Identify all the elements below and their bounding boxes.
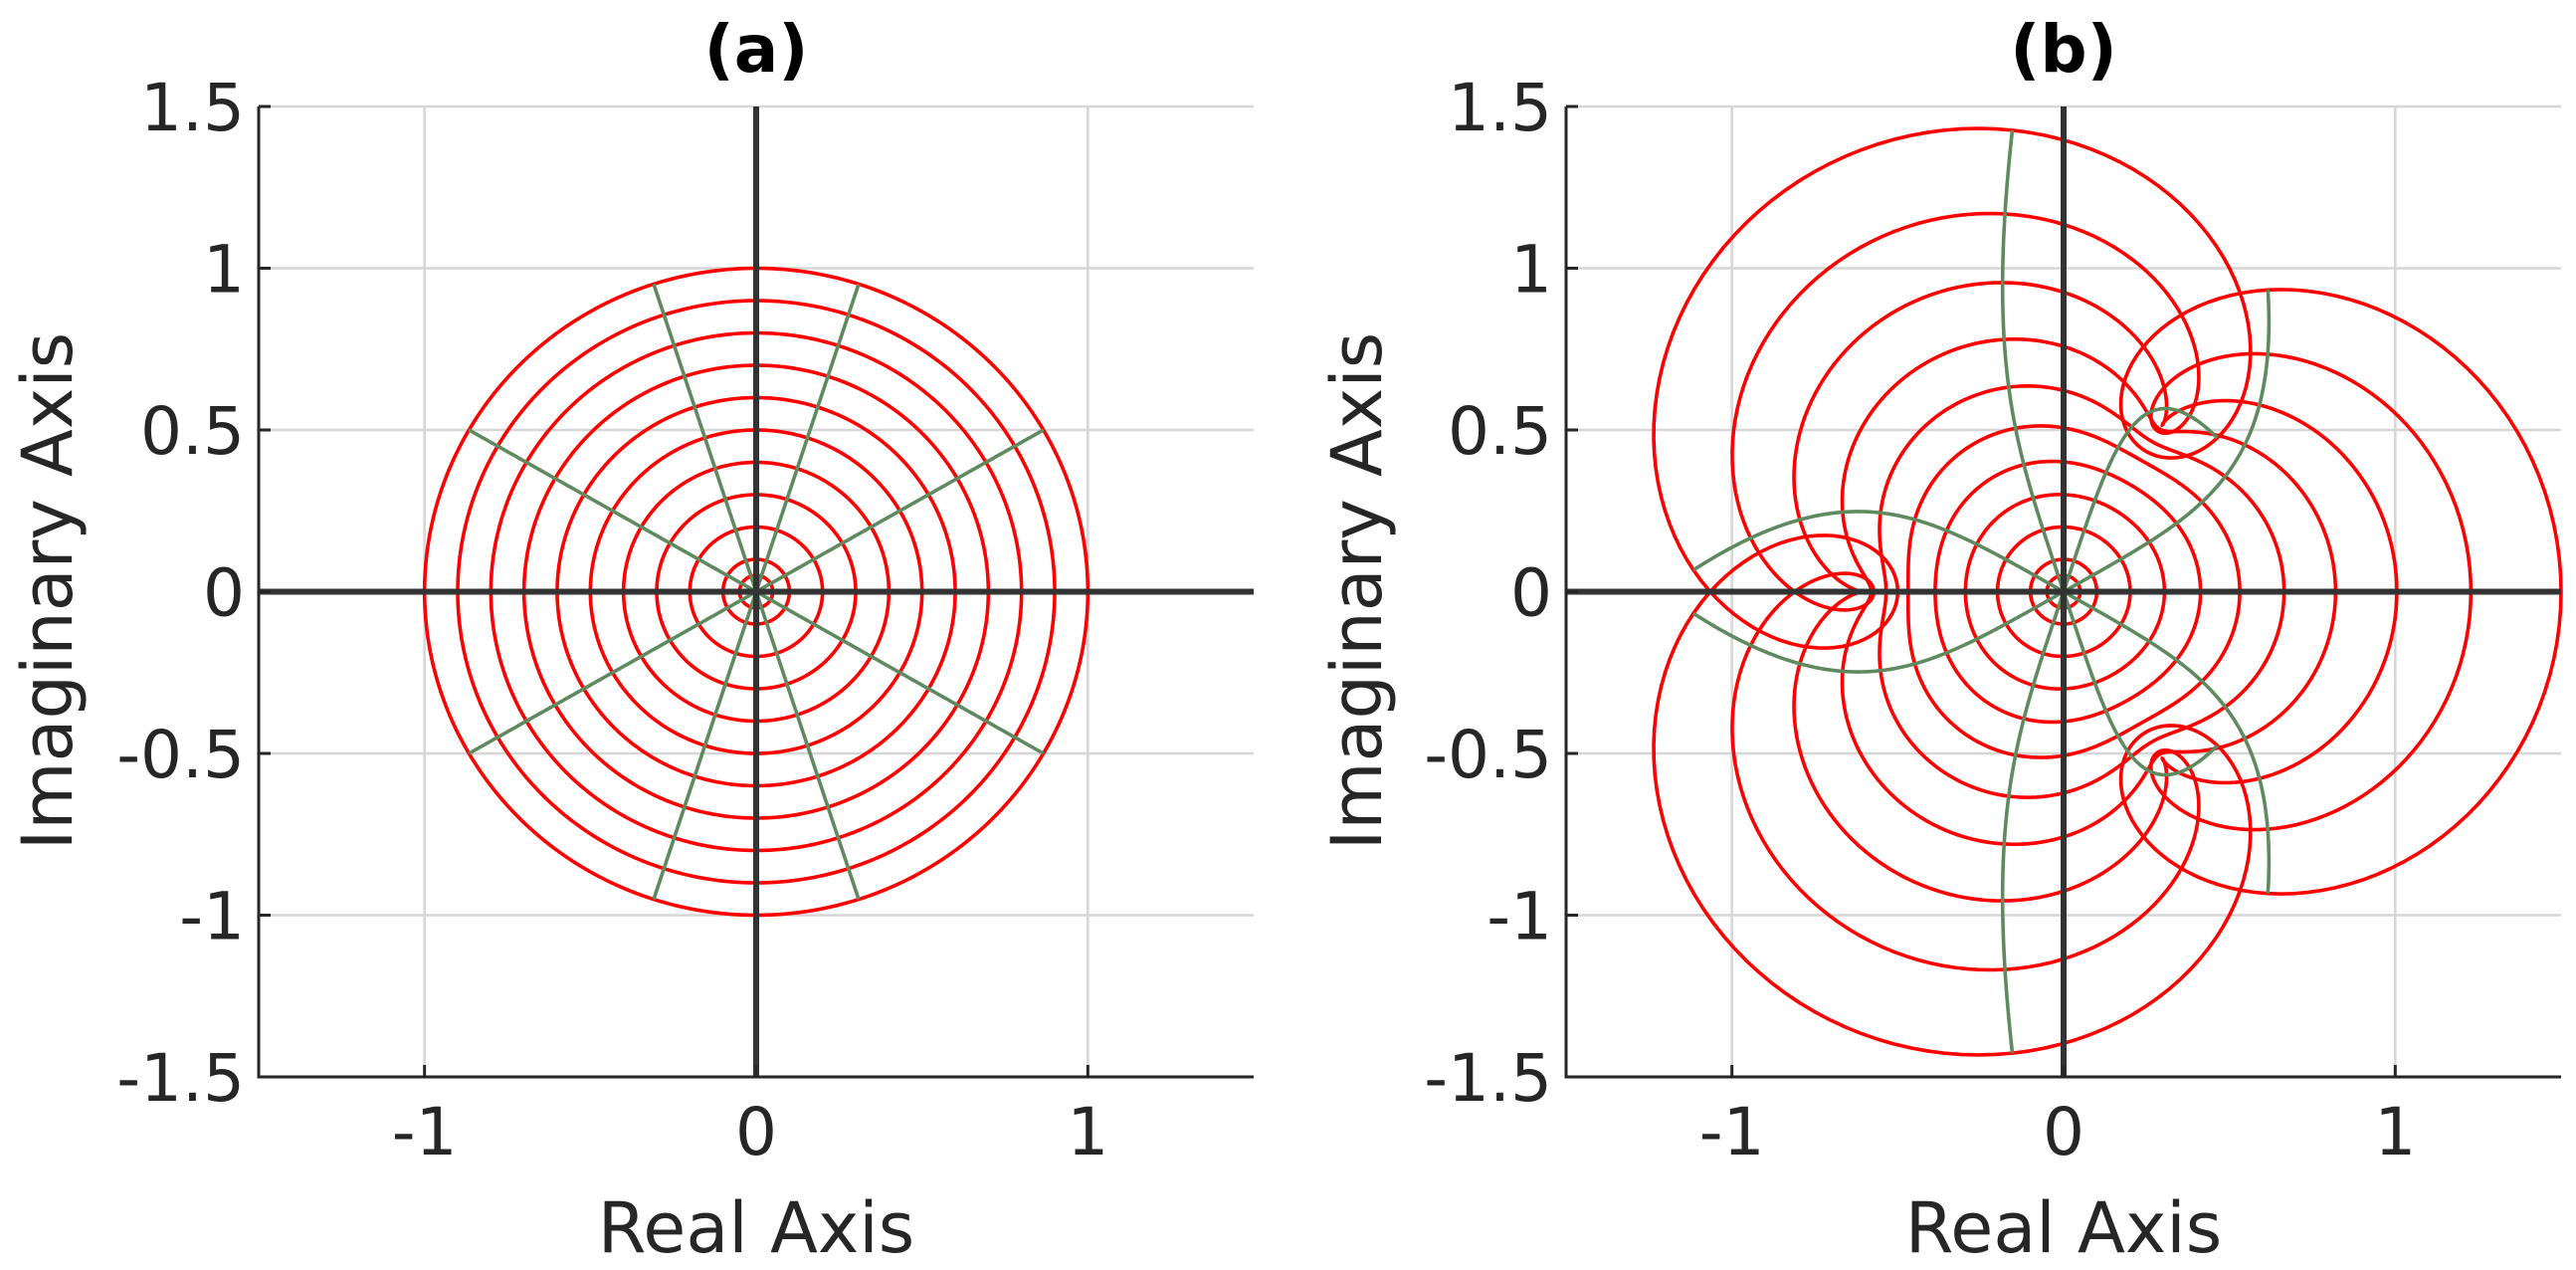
frame-b	[1564, 105, 2561, 1079]
x-axis-label-b: Real Axis	[1905, 1187, 2222, 1269]
x-tick-label: -1	[392, 1094, 458, 1170]
y-tick-label: 0.5	[140, 393, 245, 470]
y-tick-label: -0.5	[1424, 717, 1552, 793]
radial-ray	[652, 283, 758, 593]
y-tick-label: 1.5	[1448, 70, 1552, 146]
x-axis-label-a: Real Axis	[598, 1187, 914, 1269]
radial-ray	[755, 428, 1045, 594]
chart-title-b: (b)	[2010, 11, 2117, 88]
radial-ray	[2062, 590, 2219, 777]
x-tick-label: 1	[1067, 1094, 1108, 1170]
y-tick-label: 0	[1510, 555, 1552, 632]
x-tick-label: 0	[735, 1094, 777, 1170]
zero-axes-b	[1566, 106, 2561, 1077]
radial-ray	[2000, 129, 2066, 593]
radial-ray	[754, 283, 861, 593]
frame-a	[257, 105, 1254, 1079]
text-a: (a) Real Axis Imaginary Axis -1.5 -1 -0.5 0…	[7, 11, 1108, 1269]
radial-ray	[2063, 290, 2272, 594]
y-tick-label: -1.5	[116, 1040, 245, 1117]
radial-ray	[2063, 589, 2272, 894]
radial-ray	[2000, 590, 2066, 1054]
zero-axes-a	[259, 106, 1254, 1077]
radial-ray	[468, 589, 757, 755]
y-tick-label: -1	[1486, 879, 1552, 955]
y-axis-label-a: Imaginary Axis	[7, 332, 89, 851]
y-axis-label-b: Imaginary Axis	[1316, 332, 1398, 851]
radial-ray	[754, 590, 861, 901]
radial-ray	[755, 589, 1045, 755]
radial-ray	[652, 590, 758, 901]
y-tick-label: 1	[1510, 232, 1552, 309]
radial-ray	[1692, 589, 2065, 674]
chart-title-a: (a)	[704, 11, 809, 88]
y-tick-label: 1.5	[140, 70, 245, 146]
y-tick-label: -1	[179, 879, 245, 955]
y-tick-label: 0.5	[1448, 393, 1552, 470]
x-tick-label: 1	[2374, 1094, 2416, 1170]
y-tick-label: -0.5	[116, 717, 245, 793]
y-tick-label: 1	[203, 232, 245, 309]
radial-ray	[2062, 406, 2219, 593]
radial-ray	[1692, 510, 2065, 594]
y-tick-label: -1.5	[1424, 1040, 1552, 1117]
panel-a: (a) Real Axis Imaginary Axis -1.5 -1 -0.5 0…	[7, 11, 1254, 1269]
radial-ray	[468, 428, 757, 594]
x-tick-label: -1	[1699, 1094, 1765, 1170]
text-b: (b) Real Axis Imaginary Axis -1.5 -1 -0.5 0…	[1316, 11, 2416, 1269]
x-tick-label: 0	[2043, 1094, 2084, 1170]
panel-b: (b) Real Axis Imaginary Axis -1.5 -1 -0.5 0…	[1316, 11, 2563, 1269]
y-tick-label: 0	[203, 555, 245, 632]
